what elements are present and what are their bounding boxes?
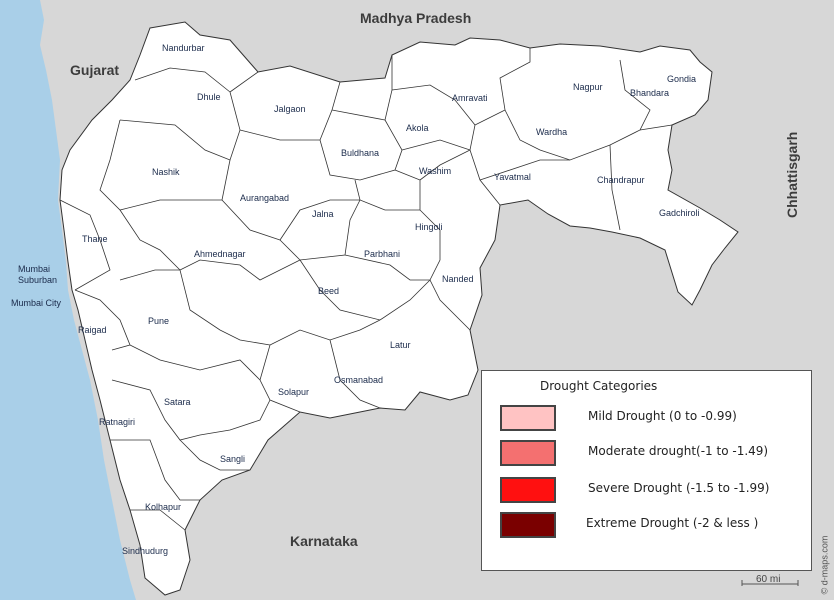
- label-thane: Thane: [82, 234, 108, 244]
- label-nashik: Nashik: [152, 167, 180, 177]
- label-kolhapur: Kolhapur: [145, 502, 181, 512]
- label-mumbai-suburban-2: Suburban: [18, 275, 57, 285]
- label-akola: Akola: [406, 123, 429, 133]
- legend-label-severe: Severe Drought (-1.5 to -1.99): [588, 481, 770, 495]
- label-jalgaon: Jalgaon: [274, 104, 306, 114]
- legend-swatch-moderate: [500, 440, 556, 466]
- label-chandrapur: Chandrapur: [597, 175, 645, 185]
- label-amravati: Amravati: [452, 93, 488, 103]
- label-parbhani: Parbhani: [364, 249, 400, 259]
- legend-item-moderate: Moderate drought(-1 to -1.49): [500, 440, 800, 468]
- label-mumbai-city: Mumbai City: [11, 298, 62, 308]
- label-hingoli: Hingoli: [415, 222, 443, 232]
- legend-item-mild: Mild Drought (0 to -0.99): [500, 405, 800, 433]
- legend-title: Drought Categories: [540, 379, 658, 393]
- label-osmanabad: Osmanabad: [334, 375, 383, 385]
- label-yavatmal: Yavatmal: [494, 172, 531, 182]
- label-pune: Pune: [148, 316, 169, 326]
- label-raigad: Raigad: [78, 325, 107, 335]
- legend-box: Drought Categories Mild Drought (0 to -0…: [481, 370, 812, 571]
- label-nagpur: Nagpur: [573, 82, 603, 92]
- label-bhandara: Bhandara: [630, 88, 669, 98]
- scale-bar: 60 mi: [740, 572, 802, 588]
- legend-swatch-extreme: [500, 512, 556, 538]
- scale-bar-graphic: [741, 580, 799, 586]
- label-latur: Latur: [390, 340, 411, 350]
- credit: © d-maps.com: [815, 536, 829, 596]
- label-sangli: Sangli: [220, 454, 245, 464]
- label-sindhudurg: Sindhudurg: [122, 546, 168, 556]
- label-gadchiroli: Gadchiroli: [659, 208, 700, 218]
- maharashtra-outline: [59, 21, 739, 596]
- scale-label: 60 mi: [756, 574, 781, 585]
- label-chhattisgarh: Chhattisgarh: [784, 132, 800, 218]
- label-solapur: Solapur: [278, 387, 309, 397]
- label-jalna: Jalna: [312, 209, 334, 219]
- credit-text: © d-maps.com: [819, 535, 830, 595]
- label-ratnagiri: Ratnagiri: [99, 417, 135, 427]
- legend-swatch-severe: [500, 477, 556, 503]
- arabian-sea: [0, 0, 136, 600]
- legend-item-severe: Severe Drought (-1.5 to -1.99): [500, 477, 800, 505]
- label-karnataka: Karnataka: [290, 533, 358, 549]
- label-washim: Washim: [419, 166, 451, 176]
- legend-label-mild: Mild Drought (0 to -0.99): [588, 409, 737, 423]
- legend-label-extreme: Extreme Drought (-2 & less ): [586, 516, 759, 530]
- label-beed: Beed: [318, 286, 339, 296]
- label-nandurbar: Nandurbar: [162, 43, 205, 53]
- label-nanded: Nanded: [442, 274, 474, 284]
- label-madhya-pradesh: Madhya Pradesh: [360, 10, 471, 26]
- legend-label-moderate: Moderate drought(-1 to -1.49): [588, 444, 769, 458]
- label-ahmednagar: Ahmednagar: [194, 249, 246, 259]
- label-gujarat: Gujarat: [70, 62, 119, 78]
- label-gondia: Gondia: [667, 74, 696, 84]
- label-satara: Satara: [164, 397, 191, 407]
- district-boundaries: [59, 48, 673, 531]
- label-dhule: Dhule: [197, 92, 221, 102]
- label-wardha: Wardha: [536, 127, 567, 137]
- label-aurangabad: Aurangabad: [240, 193, 289, 203]
- legend-swatch-mild: [500, 405, 556, 431]
- legend-item-extreme: Extreme Drought (-2 & less ): [500, 512, 800, 540]
- label-buldhana: Buldhana: [341, 148, 379, 158]
- label-mumbai-suburban-1: Mumbai: [18, 264, 50, 274]
